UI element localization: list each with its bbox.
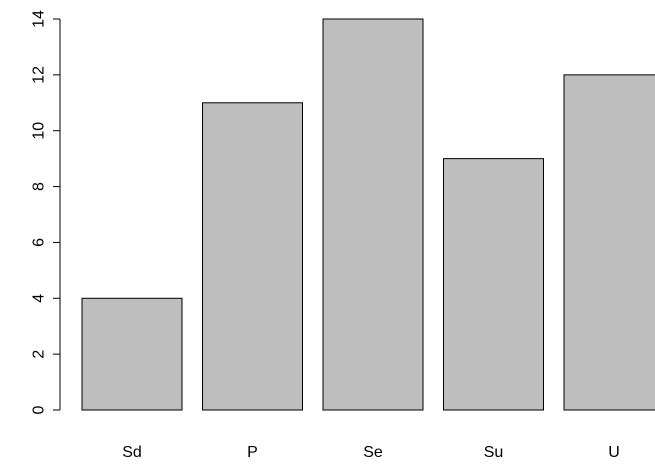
y-tick-label: 14 [31,10,48,28]
x-category-label: Su [484,444,504,461]
bar-su [443,158,544,411]
y-tick-label: 8 [31,182,48,191]
y-axis: 0 2 4 6 8 10 12 14 [31,10,61,414]
y-tick-label: 12 [31,66,48,84]
bar-u [563,74,655,411]
bars-group [81,18,655,411]
y-tick-label: 10 [31,122,48,140]
bar-sd [81,297,183,411]
x-axis-labels: Sd P Se Su U [122,444,620,461]
y-tick-label: 4 [31,294,48,303]
bar-se [322,18,424,411]
x-category-label: Se [363,444,383,461]
y-tick-label: 6 [31,238,48,247]
x-category-label: Sd [122,444,142,461]
y-tick-label: 0 [31,405,48,414]
y-tick-label: 2 [31,350,48,359]
x-category-label: U [608,444,620,461]
x-category-label: P [247,444,258,461]
bar-p [202,102,303,411]
